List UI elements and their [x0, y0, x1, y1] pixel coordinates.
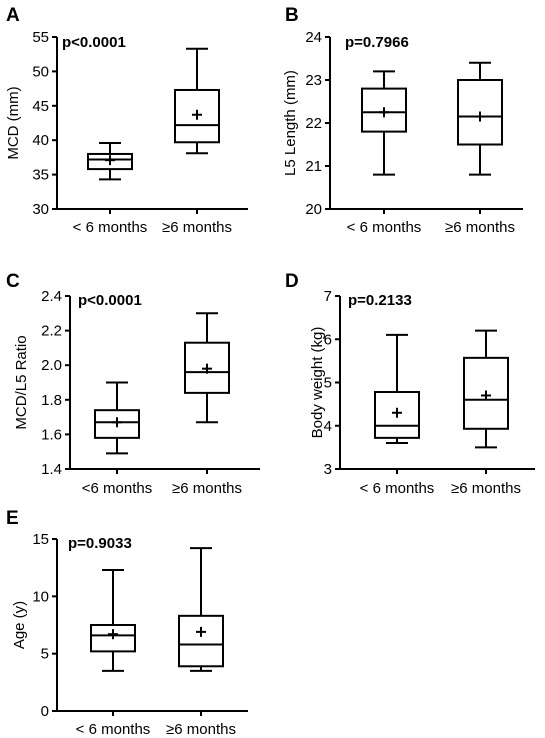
- panel-letter: A: [6, 5, 20, 26]
- y-tick-label: 10: [32, 588, 49, 605]
- p-value-annotation: p=0.2133: [348, 292, 412, 309]
- y-tick-label: 22: [305, 115, 322, 132]
- box-plot: [463, 329, 509, 449]
- y-tick-label: 23: [305, 72, 322, 89]
- y-axis-title: Age (y): [11, 601, 28, 649]
- x-category-label: < 6 months: [73, 219, 148, 236]
- y-tick-label: 40: [32, 132, 49, 149]
- y-tick-label: 2.0: [41, 357, 62, 374]
- box-plot: [94, 381, 140, 455]
- y-tick-label: 1.4: [41, 461, 62, 478]
- x-category-label: < 6 months: [76, 721, 151, 738]
- box-plot: [457, 61, 503, 176]
- y-tick-label: 50: [32, 63, 49, 80]
- box-plot: [184, 312, 230, 424]
- x-category-label: ≥6 months: [166, 721, 236, 738]
- box-plot: [87, 141, 133, 181]
- x-category-label: < 6 months: [360, 480, 435, 497]
- box-iqr: [87, 152, 133, 171]
- box-iqr: [94, 409, 140, 439]
- y-tick-label: 45: [32, 98, 49, 115]
- y-axis-title: MCD (mm): [5, 86, 22, 159]
- y-tick-label: 24: [305, 29, 322, 46]
- y-tick-label: 1.8: [41, 392, 62, 409]
- box-iqr: [90, 624, 136, 653]
- panel-d: D 3 4 5 6 7 < 6 months ≥6 months Body weight (kg…: [285, 271, 535, 497]
- box-iqr: [457, 79, 503, 146]
- box-iqr: [174, 88, 220, 144]
- box-iqr: [184, 341, 230, 394]
- panel-letter: E: [6, 508, 19, 529]
- y-tick-label: 35: [32, 167, 49, 184]
- box-plot: [374, 333, 420, 445]
- y-axis-title: L5 Length (mm): [282, 70, 299, 176]
- box-plot: [90, 568, 136, 672]
- p-value-annotation: p=0.7966: [345, 34, 409, 51]
- y-tick-label: 15: [32, 531, 49, 548]
- box-plot: [178, 547, 224, 672]
- x-category-label: < 6 months: [347, 219, 422, 236]
- y-tick-label: 5: [324, 375, 332, 392]
- panel-c: C 1.4 1.6 1.8 2.0 2.2 2.4 <6 months ≥6 months MCD…: [6, 271, 260, 497]
- y-axis-title: MCD/L5 Ratio: [13, 335, 30, 429]
- panel-letter: C: [6, 271, 20, 292]
- box-iqr: [374, 391, 420, 439]
- y-tick-label: 0: [41, 703, 49, 720]
- x-category-label: ≥6 months: [172, 480, 242, 497]
- x-category-label: ≥6 months: [451, 480, 521, 497]
- x-category-label: ≥6 months: [445, 219, 515, 236]
- y-tick-label: 2.4: [41, 288, 62, 305]
- panel-letter: D: [285, 271, 299, 292]
- p-value-annotation: p<0.0001: [78, 292, 142, 309]
- y-axis-title: Body weight (kg): [309, 327, 326, 439]
- panel-a: A 30 35 40 45 50 55 < 6 months ≥6 months MCD (mm)…: [5, 5, 248, 236]
- box-iqr: [178, 614, 224, 668]
- panel-b: B 20 21 22 23 24 < 6 months ≥6 months L5 Length …: [282, 5, 523, 236]
- panel-letter: B: [285, 5, 299, 26]
- y-tick-label: 20: [305, 201, 322, 218]
- y-tick-label: 30: [32, 201, 49, 218]
- y-tick-label: 2.2: [41, 323, 62, 340]
- box-plot: [174, 47, 220, 155]
- panel-e: E 0 5 10 15 < 6 months ≥6 months Age (y) p=0.903…: [6, 508, 248, 738]
- box-iqr: [361, 87, 407, 133]
- y-tick-label: 3: [324, 461, 332, 478]
- box-plot: [361, 70, 407, 176]
- y-tick-label: 6: [324, 331, 332, 348]
- p-value-annotation: p=0.9033: [68, 535, 132, 552]
- y-tick-label: 4: [324, 418, 332, 435]
- y-tick-label: 1.6: [41, 426, 62, 443]
- y-tick-label: 5: [41, 646, 49, 663]
- x-category-label: <6 months: [82, 480, 152, 497]
- p-value-annotation: p<0.0001: [62, 34, 126, 51]
- y-tick-label: 21: [305, 158, 322, 175]
- y-tick-label: 55: [32, 29, 49, 46]
- box-iqr: [463, 356, 509, 430]
- y-tick-label: 7: [324, 288, 332, 305]
- x-category-label: ≥6 months: [162, 219, 232, 236]
